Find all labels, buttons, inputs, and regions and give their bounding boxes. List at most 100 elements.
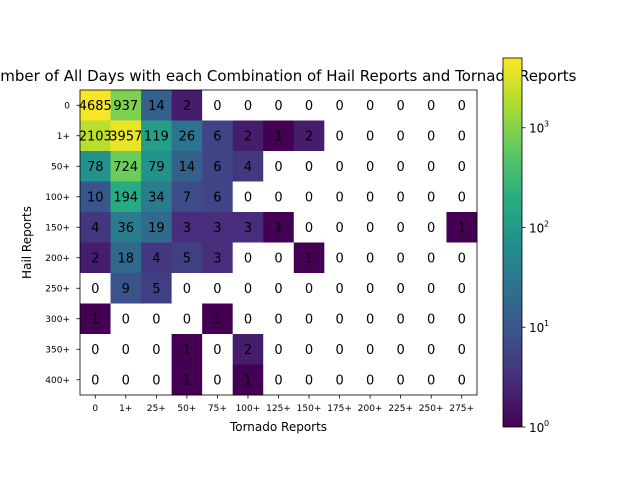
heatmap-cell xyxy=(202,364,234,396)
cell-value-label: 0 xyxy=(213,373,221,388)
heatmap-cell xyxy=(202,181,234,213)
heatmap-cell xyxy=(354,364,386,396)
heatmap-cell xyxy=(385,212,417,243)
heatmap-cell xyxy=(263,334,295,365)
cell-value-label: 0 xyxy=(335,190,343,205)
cell-value-label: 0 xyxy=(397,160,405,175)
cell-value-label: 2 xyxy=(305,129,313,144)
cell-value-label: 0 xyxy=(427,160,435,175)
heatmap-cell xyxy=(202,120,234,152)
cell-value-label: 2103 xyxy=(79,129,112,144)
heatmap-cell xyxy=(110,364,142,396)
cell-value-label: 4 xyxy=(91,221,99,236)
y-tick-label: 200+ xyxy=(45,254,70,264)
cell-value-label: 1 xyxy=(91,312,99,327)
heatmap-cell xyxy=(202,90,234,121)
cell-value-label: 3957 xyxy=(109,129,142,144)
cell-value-label: 5 xyxy=(152,282,160,297)
cell-value-label: 0 xyxy=(274,160,282,175)
heatmap-cell xyxy=(141,181,173,213)
cell-value-label: 0 xyxy=(244,190,252,205)
cell-value-label: 0 xyxy=(458,282,466,297)
heatmap-cell xyxy=(141,303,173,335)
heatmap-cell xyxy=(293,120,325,152)
heatmap-cell xyxy=(171,181,203,213)
heatmap-cell xyxy=(324,151,356,182)
y-tick-label: 300+ xyxy=(45,315,70,325)
heatmap-cell xyxy=(141,334,173,365)
x-tick-label: 0 xyxy=(92,404,98,414)
heatmap-cell xyxy=(354,273,386,304)
heatmap-cells xyxy=(80,90,478,396)
x-tick-label: 150+ xyxy=(297,404,322,414)
cell-value-label: 26 xyxy=(179,129,196,144)
heatmap-cell xyxy=(293,151,325,182)
heatmap-cell xyxy=(385,120,417,152)
heatmap-cell xyxy=(415,364,447,396)
cell-value-label: 36 xyxy=(118,221,135,236)
heatmap-cell xyxy=(141,151,173,182)
heatmap-cell xyxy=(293,273,325,304)
heatmap-cell xyxy=(232,334,264,365)
cell-value-label: 18 xyxy=(118,251,135,266)
heatmap-cell xyxy=(263,120,295,152)
cell-value-label: 1 xyxy=(213,312,221,327)
heatmap-cell xyxy=(293,242,325,274)
heatmap-cell xyxy=(446,90,478,121)
colorbar-tick-exponent: 3 xyxy=(544,120,549,129)
cell-value-label: 0 xyxy=(213,282,221,297)
heatmap-cell xyxy=(110,273,142,304)
heatmap-cell xyxy=(415,212,447,243)
heatmap-cell xyxy=(202,303,234,335)
cell-value-label: 0 xyxy=(91,373,99,388)
heatmap-cell xyxy=(232,273,264,304)
cell-value-label: 0 xyxy=(244,312,252,327)
cell-value-label: 0 xyxy=(152,343,160,358)
heatmap-cell xyxy=(293,334,325,365)
heatmap-cell xyxy=(171,151,203,182)
cell-value-label: 0 xyxy=(244,99,252,114)
heatmap-cell xyxy=(324,364,356,396)
heatmap-cell xyxy=(324,181,356,213)
heatmap-cell xyxy=(324,303,356,335)
heatmap-cell xyxy=(415,120,447,152)
heatmap-cell xyxy=(324,242,356,274)
cell-value-label: 0 xyxy=(397,312,405,327)
cell-value-label: 34 xyxy=(148,190,165,205)
heatmap-cell xyxy=(263,151,295,182)
heatmap-cell xyxy=(385,181,417,213)
heatmap-cell xyxy=(110,151,142,182)
cell-value-label: 1 xyxy=(458,221,466,236)
cell-value-label: 0 xyxy=(427,312,435,327)
cell-value-label: 1 xyxy=(183,373,191,388)
cell-value-label: 6 xyxy=(213,160,221,175)
heatmap-cell xyxy=(354,90,386,121)
heatmap-cell xyxy=(446,120,478,152)
cell-value-label: 0 xyxy=(274,99,282,114)
cell-value-label: 0 xyxy=(397,221,405,236)
cell-value-label: 0 xyxy=(397,190,405,205)
cell-value-label: 937 xyxy=(113,99,138,114)
heatmap-cell xyxy=(202,151,234,182)
cell-value-label: 0 xyxy=(305,373,313,388)
cell-value-label: 0 xyxy=(458,373,466,388)
heatmap-cell xyxy=(263,212,295,243)
cell-value-label: 1 xyxy=(274,221,282,236)
heatmap-cell xyxy=(80,181,111,213)
cell-value-label: 0 xyxy=(397,282,405,297)
colorbar-gradient xyxy=(502,57,523,428)
heatmap-cell xyxy=(110,303,142,335)
colorbar-tick-exponent: 2 xyxy=(544,219,549,228)
colorbar-tick-label: 10 xyxy=(529,122,544,136)
cell-value-label: 0 xyxy=(427,190,435,205)
x-tick-label: 1+ xyxy=(119,404,132,414)
cell-value-label: 0 xyxy=(305,343,313,358)
cell-value-label: 0 xyxy=(366,129,374,144)
heatmap-cell xyxy=(202,273,234,304)
heatmap-cell xyxy=(80,364,111,396)
x-tick-label: 175+ xyxy=(327,404,352,414)
cell-value-label: 0 xyxy=(397,129,405,144)
x-tick-label: 250+ xyxy=(419,404,444,414)
